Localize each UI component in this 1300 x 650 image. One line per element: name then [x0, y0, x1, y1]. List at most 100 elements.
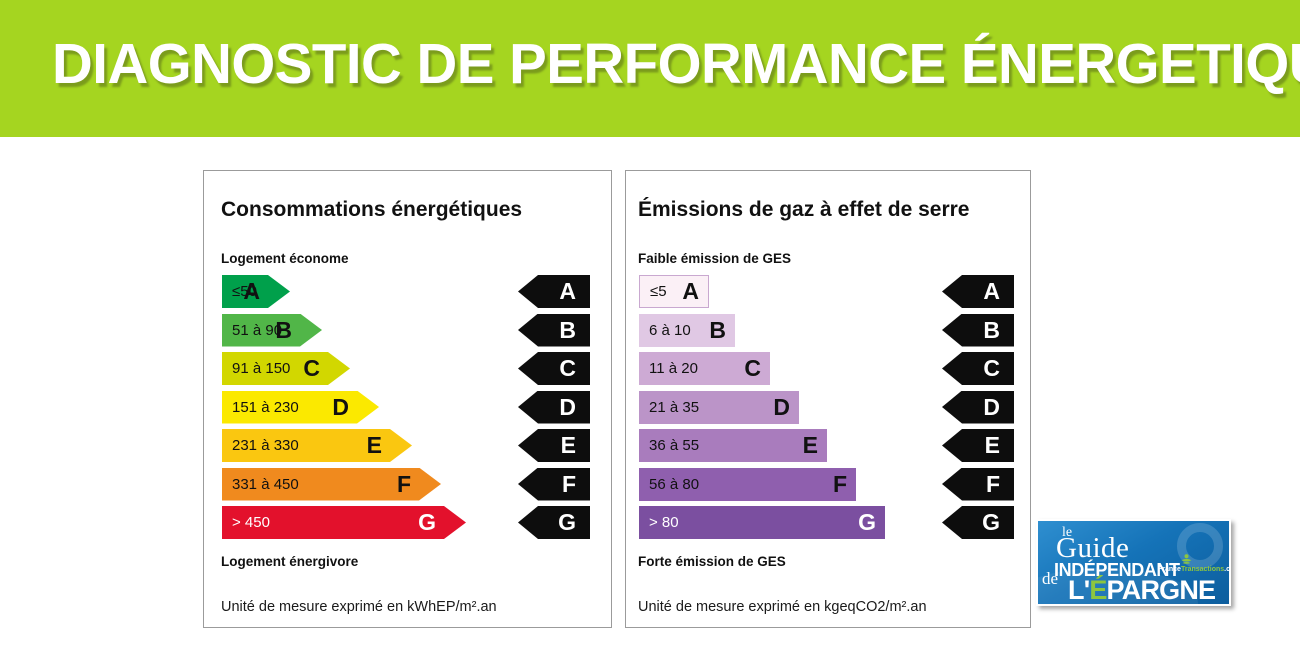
scale-row: 51 à 90 B B — [204, 313, 611, 347]
rating-letter: E — [802, 432, 818, 458]
scale-row: 11 à 20 C C — [626, 352, 1030, 385]
logo-epargne-post: PARGNE — [1106, 575, 1217, 605]
energy-unit-label: Unité de mesure exprimé en kWhEP/m².an — [221, 599, 497, 615]
energy-panel-title: Consommations énergétiques — [221, 198, 523, 221]
rating-marker-d: D — [518, 390, 590, 424]
rating-range-label: 231 à 330 — [232, 437, 299, 454]
ring-decoration-icon — [1177, 523, 1223, 569]
rating-marker-letter: B — [559, 316, 576, 343]
rating-range-label: 11 à 20 — [649, 360, 698, 377]
rating-marker-letter: G — [558, 509, 576, 535]
rating-range-label: 51 à 90 — [232, 321, 283, 339]
logo-epargne-pre: L' — [1068, 575, 1090, 605]
rating-bar-b: 51 à 90 B — [222, 314, 322, 347]
logo-ft-transactions: Transactions — [1180, 566, 1225, 573]
scale-row: ≤50 A A — [204, 275, 611, 308]
rating-marker-letter: C — [983, 355, 1000, 381]
scale-row: 151 à 230 D D — [204, 390, 611, 424]
rating-marker-f: F — [942, 467, 1014, 501]
france-transactions-icon — [1181, 554, 1192, 564]
scale-row: > 450 G G — [204, 506, 611, 539]
rating-range-label: 56 à 80 — [649, 475, 700, 493]
rating-bar-d: 21 à 35 D — [639, 390, 799, 424]
rating-range-label: 36 à 55 — [649, 437, 700, 454]
energy-caption-top: Logement économe — [221, 251, 349, 266]
rating-letter: D — [773, 393, 790, 420]
scale-row: 6 à 10 B B — [626, 313, 1030, 347]
page-header: DIAGNOSTIC DE PERFORMANCE ÉNERGETIQUE — [0, 0, 1300, 137]
rating-letter: B — [709, 316, 726, 343]
scale-row: 36 à 55 E E — [626, 429, 1030, 462]
rating-marker-e: E — [942, 429, 1014, 462]
rating-letter: D — [332, 393, 349, 420]
scale-row: ≤5 A A — [626, 275, 1030, 308]
logo-text-le: le — [1062, 525, 1073, 540]
logo-text-de: de — [1042, 569, 1059, 588]
rating-bar-f: 56 à 80 F — [639, 467, 856, 501]
rating-letter: F — [832, 470, 847, 497]
rating-marker-g: G — [942, 506, 1014, 539]
rating-bar-c: 11 à 20 C — [639, 352, 770, 385]
rating-range-label: 91 à 150 — [232, 360, 291, 377]
energy-scale: ≤50 A A 51 à 90 B B 91 à 150 C C 151 à 230 D D 231 à… — [204, 275, 611, 547]
ges-unit-label: Unité de mesure exprimé en kgeqCO2/m².an — [638, 599, 927, 615]
rating-letter: G — [418, 509, 436, 535]
rating-marker-letter: E — [560, 432, 576, 458]
energy-caption-bottom: Logement énergivore — [221, 554, 359, 569]
rating-letter: F — [396, 470, 411, 497]
rating-marker-a: A — [518, 275, 590, 308]
rating-bar-d: 151 à 230 D — [222, 391, 379, 424]
rating-marker-b: B — [518, 313, 590, 347]
scale-row: 21 à 35 D D — [626, 390, 1030, 424]
rating-range-label: 151 à 230 — [232, 398, 299, 416]
ges-panel-title: Émissions de gaz à effet de serre — [638, 198, 970, 221]
rating-letter: E — [366, 432, 382, 458]
rating-bar-a: ≤50 A — [222, 275, 290, 308]
rating-marker-letter: B — [983, 316, 1000, 343]
rating-marker-letter: F — [561, 470, 576, 497]
scale-row: > 80 G G — [626, 506, 1030, 539]
rating-marker-g: G — [518, 506, 590, 539]
rating-marker-e: E — [518, 429, 590, 462]
logo-france-transactions: FranceTransactions.com — [1158, 566, 1230, 573]
page-title: DIAGNOSTIC DE PERFORMANCE ÉNERGETIQUE — [52, 32, 1300, 96]
ges-scale: ≤5 A A 6 à 10 B B 11 à 20 C C 21 à 35 D D 36 à 55 E E 5… — [626, 275, 1030, 547]
rating-marker-a: A — [942, 275, 1014, 308]
ges-emissions-panel: Émissions de gaz à effet de serre Faible… — [625, 170, 1031, 628]
rating-bar-g: > 80 G — [639, 506, 885, 539]
logo-text-guide: Guide — [1056, 532, 1130, 564]
rating-marker-c: C — [518, 352, 590, 385]
rating-letter: A — [243, 278, 260, 304]
rating-bar-a: ≤5 A — [639, 275, 709, 308]
ges-caption-bottom: Forte émission de GES — [638, 554, 786, 569]
logo-ft-dotcom: .com — [1224, 566, 1230, 573]
rating-letter: G — [858, 509, 876, 535]
rating-marker-letter: A — [559, 278, 576, 304]
rating-marker-b: B — [942, 313, 1014, 347]
rating-letter: C — [744, 355, 761, 381]
rating-marker-letter: D — [983, 393, 1000, 420]
rating-range-label: ≤5 — [650, 283, 667, 300]
rating-marker-d: D — [942, 390, 1014, 424]
rating-bar-g: > 450 G — [222, 506, 466, 539]
rating-marker-letter: E — [984, 432, 1000, 458]
logo-ft-france: France — [1158, 566, 1181, 573]
rating-letter: C — [303, 355, 320, 381]
rating-bar-f: 331 à 450 F — [222, 468, 441, 501]
rating-marker-c: C — [942, 352, 1014, 385]
rating-marker-letter: D — [559, 393, 576, 420]
logo-text-epargne: L'ÉPARGNE — [1068, 575, 1217, 605]
rating-marker-letter: F — [985, 470, 1000, 497]
rating-range-label: ≤50 — [232, 283, 257, 300]
logo-text-independant: INDÉPENDANT — [1054, 560, 1180, 580]
rating-range-label: 6 à 10 — [649, 321, 691, 339]
rating-range-label: > 80 — [649, 514, 679, 531]
logo-epargne-highlight: É — [1089, 575, 1107, 605]
rating-range-label: 21 à 35 — [649, 398, 700, 416]
rating-range-label: 331 à 450 — [232, 475, 299, 493]
scale-row: 231 à 330 E E — [204, 429, 611, 462]
rating-letter: A — [682, 278, 699, 304]
guide-independant-epargne-logo[interactable]: le Guide de INDÉPENDANT L'ÉPARGNE France… — [1036, 519, 1231, 606]
scale-row: 56 à 80 F F — [626, 467, 1030, 501]
rating-letter: B — [275, 316, 292, 343]
